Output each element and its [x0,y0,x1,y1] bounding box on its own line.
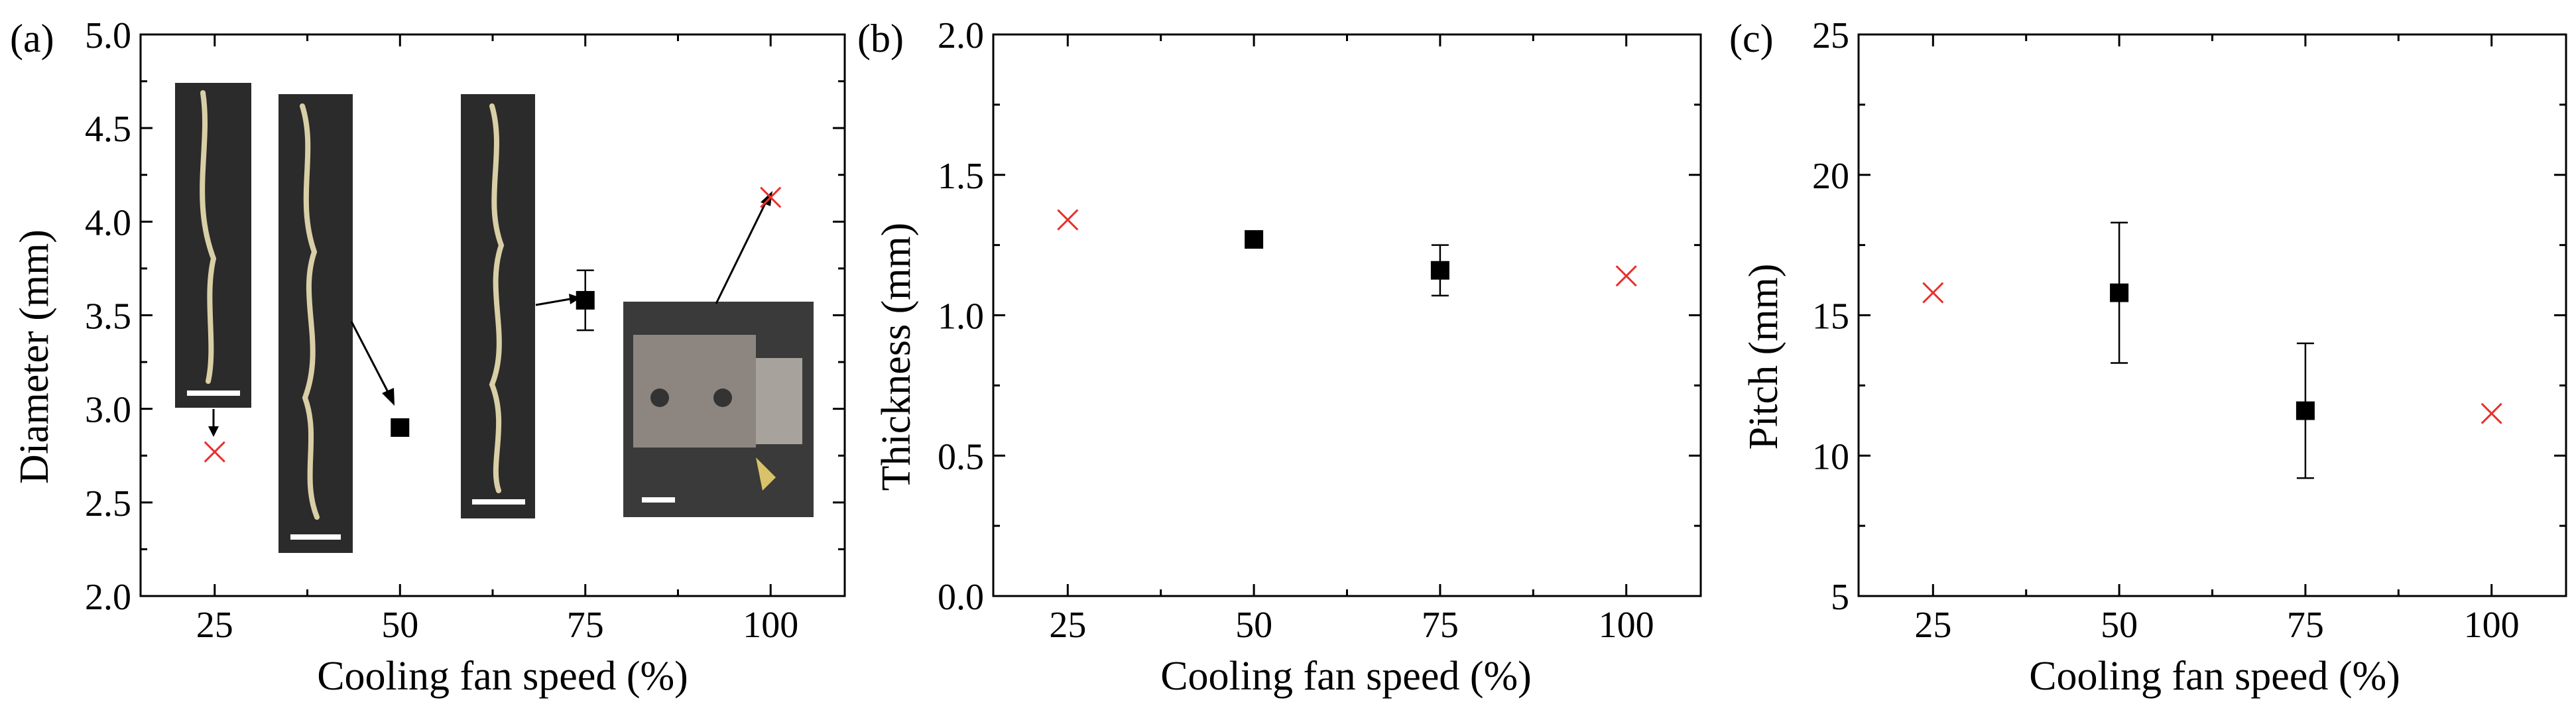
panel-b-label: (b) [857,17,904,60]
data-point-square [2296,401,2315,420]
y-tick-label: 3.5 [85,296,131,337]
data-point-square [2110,283,2129,302]
data-point-square [576,290,595,310]
panel-c-label: (c) [1729,17,1774,60]
y-tick-label: 4.0 [85,202,131,243]
x-tick-label: 50 [2101,605,2138,646]
x-tick-label: 75 [1422,605,1459,646]
panel-c-ticks: 25 50 75 100 5 10 15 20 25 [1812,15,2566,646]
data-point-cross [204,441,225,463]
panel-a-insets [175,83,814,553]
filament-photo-75 [461,94,535,518]
panel-c: (c) Pitch (mm) Cooling fan speed (%) 25 5… [1729,15,2567,699]
y-tick-label: 25 [1812,15,1849,56]
x-tick-label: 50 [381,605,418,646]
data-point-square [1430,261,1449,280]
panel-c-ylabel: Pitch (mm) [1741,264,1786,450]
y-tick-label: 3.0 [85,390,131,431]
y-tick-label: 0.0 [938,577,984,618]
nozzle-photo-100 [623,302,814,517]
y-tick-label: 0.5 [938,436,984,477]
y-tick-label: 1.0 [938,296,984,337]
y-tick-label: 10 [1812,436,1849,477]
data-point-cross [760,186,782,208]
panel-a-ylabel: Diameter (mm) [12,229,57,484]
data-point-square [391,418,410,437]
y-tick-label: 5.0 [85,15,131,56]
panel-c-marks [1922,221,2502,479]
panel-a-marks [204,186,782,463]
data-point-cross [1922,282,1944,304]
y-tick-label: 2.0 [938,15,984,56]
y-tick-label: 5 [1831,577,1849,618]
x-tick-label: 100 [1599,605,1654,646]
panel-a-frame [139,33,846,597]
panel-c-frame [1857,33,2567,597]
y-tick-label: 4.5 [85,109,131,150]
panel-b-frame [992,33,1702,597]
filament-photo-25 [175,83,251,408]
panel-c-xlabel: Cooling fan speed (%) [2029,654,2400,699]
x-tick-label: 75 [567,605,604,646]
x-tick-label: 75 [2287,605,2324,646]
x-tick-label: 25 [1914,605,1951,646]
y-tick-label: 1.5 [938,156,984,197]
x-tick-label: 50 [1235,605,1272,646]
x-tick-label: 100 [2464,605,2520,646]
panel-b-xlabel: Cooling fan speed (%) [1160,654,1532,699]
panel-a-xlabel: Cooling fan speed (%) [317,654,688,699]
x-tick-label: 100 [743,605,798,646]
panel-b-ylabel: Thickness (mm) [874,223,919,491]
x-tick-label: 25 [196,605,233,646]
panel-b-ticks: 25 50 75 100 0.0 0.5 1.0 1.5 2.0 [938,15,1701,646]
x-tick-label: 25 [1049,605,1086,646]
filament-photo-50 [278,94,353,553]
data-point-cross [1057,209,1079,231]
panel-b-marks [1057,209,1637,297]
data-point-square [1245,230,1264,249]
panel-a-ticks: 25 50 75 100 2.0 2.5 3.0 3.5 4.0 4.5 5.0 [85,15,845,646]
panel-a-label: (a) [10,17,54,60]
y-tick-label: 20 [1812,156,1849,197]
data-point-cross [2481,402,2502,424]
panel-b: (b) Thickness (mm) Cooling fan speed (%)… [857,15,1702,699]
y-tick-label: 2.0 [85,577,131,618]
y-tick-label: 15 [1812,296,1849,337]
data-point-cross [1615,265,1637,287]
y-tick-label: 2.5 [85,483,131,524]
inset-arrows [208,191,772,437]
panel-a: (a) Diameter (mm) Cooling fan speed (%) … [10,15,846,699]
